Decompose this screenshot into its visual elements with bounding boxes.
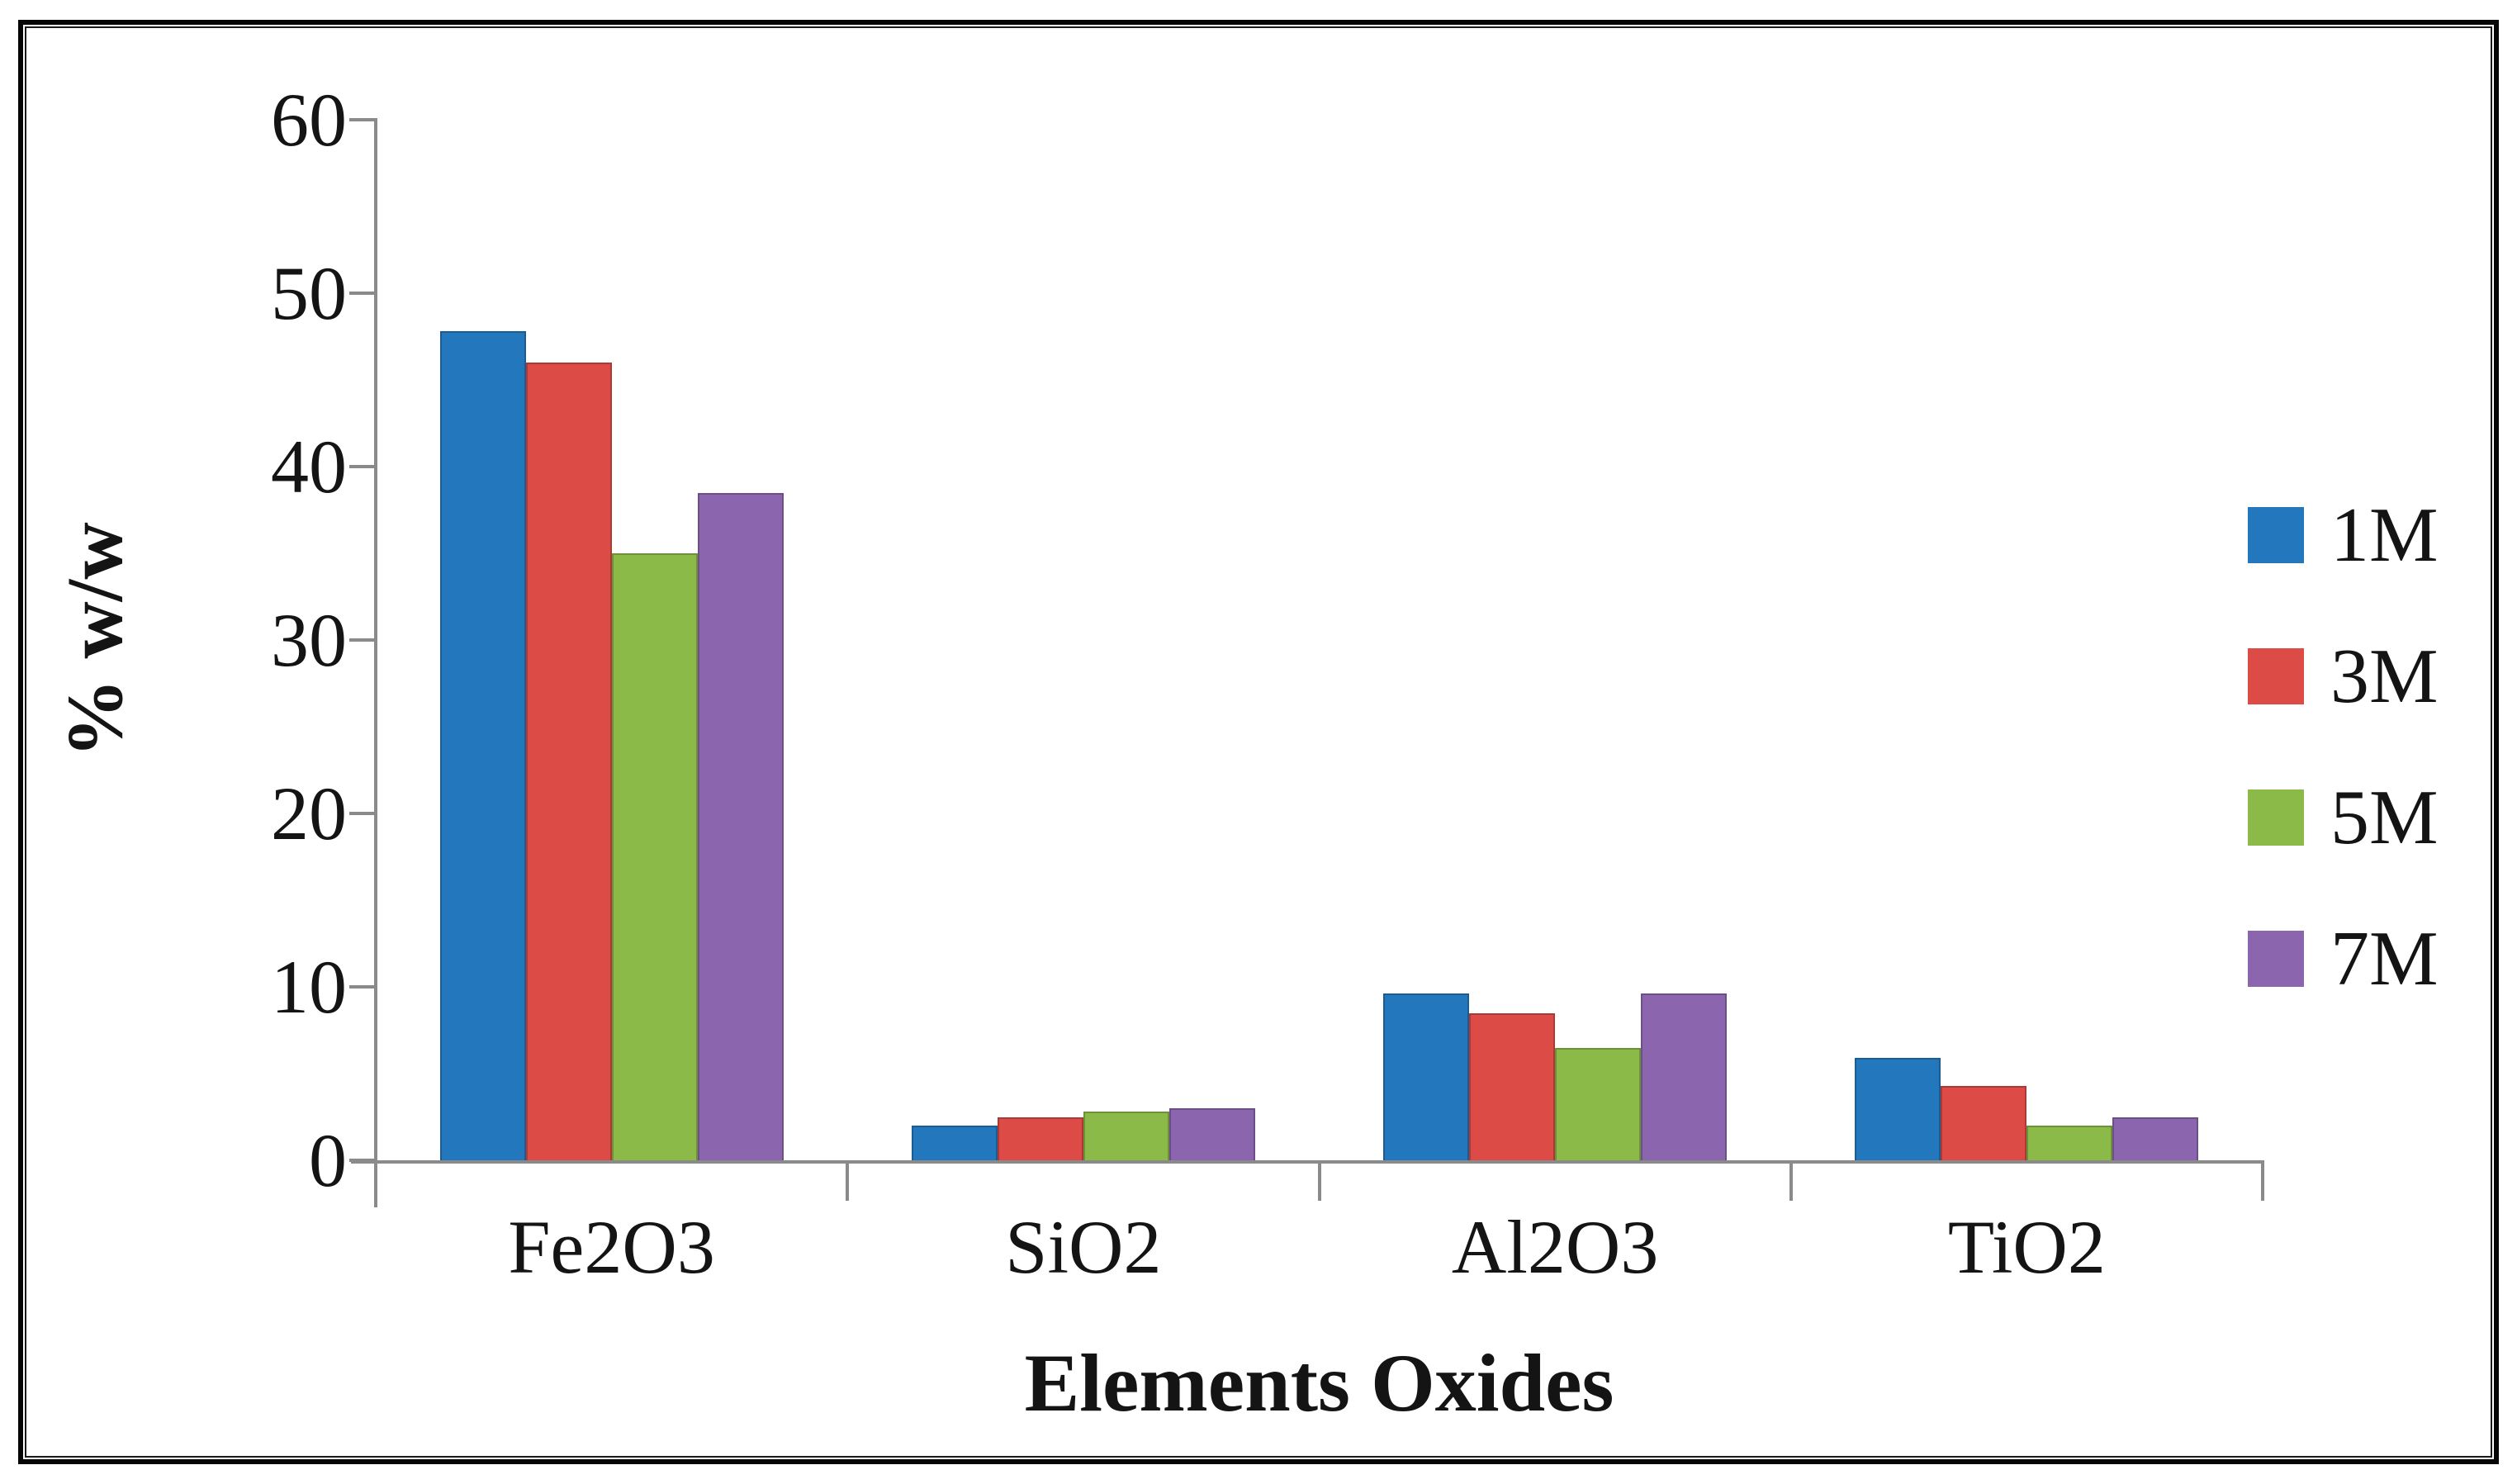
x-tick-mark xyxy=(1317,1160,1321,1201)
y-tick-label: 20 xyxy=(271,771,347,856)
bar xyxy=(611,553,698,1160)
bar xyxy=(439,331,526,1160)
bar xyxy=(1383,993,1470,1160)
bar xyxy=(2026,1126,2113,1160)
y-tick-label: 40 xyxy=(271,424,347,509)
y-tick-mark xyxy=(349,812,376,815)
y-tick-label: 0 xyxy=(309,1118,347,1202)
bar xyxy=(1641,993,1728,1160)
bar xyxy=(1855,1058,1941,1160)
outer-frame xyxy=(18,20,2499,1464)
bar xyxy=(1469,1012,1556,1160)
legend-swatch xyxy=(2248,789,2304,846)
y-tick-label: 10 xyxy=(271,945,347,1029)
bar xyxy=(1941,1085,2027,1160)
legend-item: 1M xyxy=(2248,494,2439,576)
bar xyxy=(525,363,612,1160)
x-category-label: Al2O3 xyxy=(1451,1205,1659,1289)
legend-label: 1M xyxy=(2330,492,2439,578)
legend-swatch xyxy=(2248,507,2304,563)
y-tick-label: 50 xyxy=(271,251,347,335)
bar xyxy=(1168,1108,1255,1160)
legend-swatch xyxy=(2248,648,2304,704)
inner-frame xyxy=(25,26,2492,1458)
x-axis-line xyxy=(351,1160,2264,1164)
y-tick-mark xyxy=(349,118,376,121)
legend-item: 3M xyxy=(2248,635,2439,718)
x-category-label: TiO2 xyxy=(1947,1205,2106,1289)
x-tick-mark xyxy=(846,1160,850,1201)
y-tick-mark xyxy=(349,985,376,989)
y-tick-label: 60 xyxy=(271,78,347,162)
y-tick-mark xyxy=(349,1159,376,1162)
y-tick-mark xyxy=(349,638,376,642)
legend: 1M 3M 5M 7M xyxy=(2248,494,2439,1000)
bar xyxy=(1083,1112,1169,1160)
y-tick-mark xyxy=(349,292,376,295)
y-axis-line xyxy=(374,118,377,1207)
legend-label: 5M xyxy=(2330,775,2439,861)
y-tick-mark xyxy=(349,465,376,468)
bar xyxy=(911,1126,998,1160)
legend-swatch xyxy=(2248,931,2304,987)
x-axis-title: Elements Oxides xyxy=(1024,1337,1614,1429)
x-tick-mark xyxy=(1789,1160,1793,1201)
legend-item: 5M xyxy=(2248,776,2439,859)
legend-label: 3M xyxy=(2330,633,2439,719)
y-tick-label: 30 xyxy=(271,598,347,682)
bar xyxy=(2112,1117,2199,1160)
bar xyxy=(1555,1047,1642,1160)
bar xyxy=(997,1117,1083,1160)
x-tick-mark xyxy=(2261,1160,2264,1201)
legend-label: 7M xyxy=(2330,916,2439,1002)
x-category-label: Fe2O3 xyxy=(508,1205,715,1289)
legend-item: 7M xyxy=(2248,917,2439,1000)
bar xyxy=(697,492,784,1160)
x-category-label: SiO2 xyxy=(1005,1205,1162,1289)
